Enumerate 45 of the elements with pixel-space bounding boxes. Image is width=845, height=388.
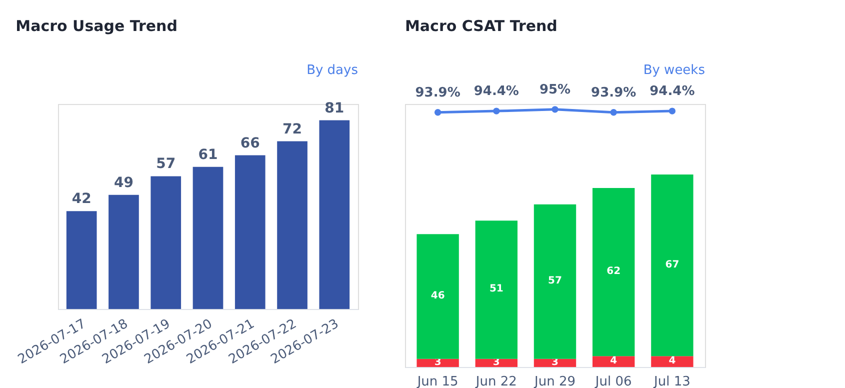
- data-label: 61: [198, 146, 218, 163]
- bar: [651, 174, 694, 356]
- text: By weeks: [643, 63, 706, 78]
- x-tick-label: Jul 13: [653, 374, 690, 388]
- chart-title: Macro CSAT Trend: [405, 17, 558, 35]
- data-label: 94.4%: [474, 84, 519, 100]
- data-label: 4: [668, 356, 676, 367]
- x-tick-label: Jul 06: [594, 374, 632, 388]
- data-label: 72: [282, 121, 302, 138]
- data-label: 42: [72, 191, 92, 208]
- data-label: 57: [156, 156, 176, 172]
- data-label: 57: [548, 276, 562, 287]
- bar: [277, 141, 308, 309]
- chart-title: Macro Usage Trend: [16, 17, 178, 35]
- data-label: 81: [324, 100, 344, 116]
- x-tick-label: Jun 22: [474, 374, 517, 388]
- bar: [534, 204, 576, 359]
- data-label: 93.9%: [415, 85, 460, 100]
- bar: [319, 120, 350, 309]
- text: By days: [306, 63, 358, 78]
- data-label: 62: [606, 266, 621, 278]
- data-label: 67: [665, 259, 680, 270]
- data-label: 51: [489, 284, 504, 295]
- data-label: 46: [430, 290, 445, 302]
- x-tick-label: Jun 15: [416, 374, 458, 388]
- bar: [651, 356, 694, 367]
- bar: [416, 358, 459, 367]
- bar: [234, 155, 266, 309]
- data-label: 49: [114, 174, 134, 191]
- bar: [534, 358, 576, 367]
- x-tick-label: Jun 29: [534, 374, 576, 388]
- data-label: 94.4%: [650, 84, 695, 100]
- bar: [475, 220, 518, 359]
- data-label: 95%: [539, 82, 571, 98]
- data-label: 93.9%: [591, 85, 636, 100]
- data-label: 66: [240, 135, 260, 152]
- bar: [192, 166, 224, 309]
- data-label: 4: [610, 356, 618, 367]
- bar: [416, 234, 459, 359]
- bar: [150, 176, 182, 309]
- bar: [475, 358, 518, 367]
- bar: [592, 356, 635, 367]
- bar: [592, 188, 635, 356]
- bar: [66, 211, 97, 309]
- bar: [108, 194, 139, 309]
